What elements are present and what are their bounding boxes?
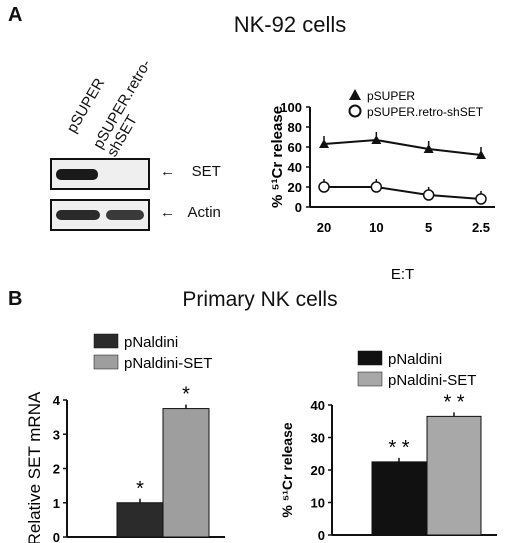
legend-swatch-0 (357, 350, 383, 366)
y-tick-label: 60 (288, 140, 302, 155)
y-tick-label: 40 (288, 160, 302, 175)
cr-release-bar-chart: 0 10 20 30 40 % ⁵¹Cr release * * pNaldini * * pNa… (279, 350, 497, 543)
circle-marker (370, 181, 383, 193)
y-tick-label: 20 (288, 180, 302, 195)
legend-label: pNaldini-SET (388, 372, 476, 389)
y-tick-label: 100 (280, 100, 302, 115)
blot-actin-band-psuper (56, 210, 100, 220)
bar-1 (426, 415, 482, 536)
blot-lane-label-2: pSUPER.retro- shSET (90, 57, 168, 160)
actin-label: Actin (187, 204, 221, 221)
triangle-marker (423, 144, 434, 153)
x-tick-label: 5 (425, 220, 432, 235)
circle-marker (475, 193, 487, 205)
x-tick-label: 10 (369, 220, 383, 235)
blot-set-row (50, 158, 150, 190)
legend-label: pSUPER (367, 89, 415, 103)
x-axis-label: E:T (391, 266, 414, 283)
set-row-label: ← SET (160, 163, 221, 180)
y-tick-label: 20 (311, 463, 325, 478)
panel-a-letter: A (8, 4, 23, 26)
y-tick-label: 80 (288, 120, 302, 135)
y-tick-label: 10 (311, 496, 325, 511)
y-tick-label: 0 (53, 530, 60, 543)
legend-swatch-1 (93, 354, 119, 370)
legend-circle-icon (348, 104, 362, 118)
blot-set-band-psuper (56, 169, 98, 180)
y-tick-label: 1 (53, 496, 60, 511)
arrow-icon: ← (160, 204, 175, 221)
legend-triangle-icon (349, 89, 361, 100)
panel-b-letter: B (8, 288, 23, 310)
relative-set-mrna-bar-chart: 0 1 2 3 4 Relative SET mRNA * pNaldini * pNaldini… (25, 333, 225, 543)
y-tick-label: 2 (53, 462, 60, 477)
bar-0 (116, 502, 164, 538)
y-axis-label: % ⁵¹Cr release (269, 106, 286, 208)
panel-b-title: Primary NK cells (182, 288, 338, 311)
cr-release-line-chart: 0 20 40 60 80 100 20 10 5 2.5 % ⁵¹Cr release E:T pSU… (269, 89, 495, 283)
significance-marker: * (182, 384, 190, 406)
legend-label: pNaldini (124, 334, 178, 351)
significance-marker: * * (388, 437, 409, 459)
triangle-marker (319, 139, 329, 148)
legend-swatch-1 (357, 371, 383, 387)
circle-marker (318, 181, 330, 193)
legend-swatch-0 (93, 333, 119, 349)
legend-label: pNaldini (388, 351, 442, 368)
circle-marker (422, 189, 435, 201)
y-axis-label: Relative SET mRNA (25, 391, 44, 543)
significance-marker: * * (443, 391, 464, 413)
legend-label: pSUPER.retro-shSET (367, 105, 484, 119)
y-tick-label: 3 (53, 427, 60, 442)
bar-1 (162, 408, 210, 538)
triangle-marker (371, 135, 382, 144)
actin-row-label: ← Actin (160, 204, 221, 221)
x-tick-label: 2.5 (472, 220, 490, 235)
panel-a-title: NK-92 cells (233, 12, 347, 37)
y-axis-label: % ⁵¹Cr release (279, 422, 295, 518)
significance-marker: * (136, 478, 144, 500)
blot-actin-row (50, 199, 150, 231)
y-tick-label: 30 (311, 431, 325, 446)
series-line-0 (323, 138, 482, 156)
y-tick-label: 0 (318, 528, 325, 543)
bar-0 (371, 461, 427, 536)
set-label: SET (191, 163, 221, 180)
triangle-marker (476, 150, 486, 159)
y-tick-label: 40 (311, 398, 325, 413)
arrow-icon: ← (160, 163, 175, 180)
blot-actin-band-shset (106, 210, 144, 220)
y-tick-label: 0 (295, 200, 302, 215)
legend-label: pNaldini-SET (124, 355, 212, 372)
y-tick-label: 4 (53, 393, 61, 408)
x-tick-label: 20 (317, 220, 331, 235)
series-line-1 (324, 186, 482, 200)
